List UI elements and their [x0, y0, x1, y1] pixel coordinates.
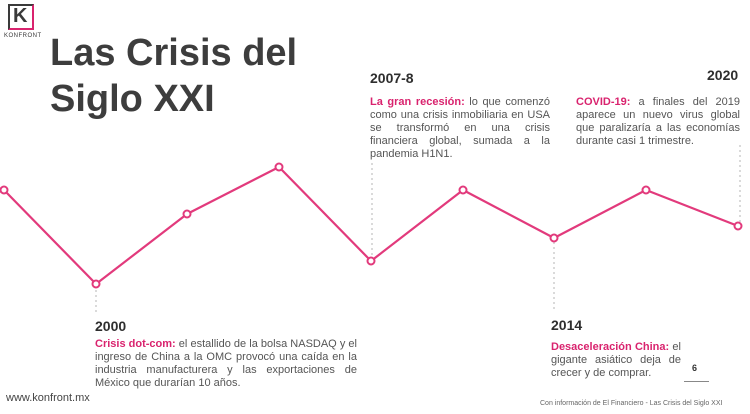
event-text: a finales del 2019 aparece un nuevo viru…: [576, 96, 740, 147]
event-text: el estallido de la bolsa NASDAQ y el ing…: [95, 338, 357, 389]
event-label: Desaceleración China:: [551, 341, 670, 353]
timeline-line: [3, 165, 739, 286]
timeline-point: [0, 185, 9, 195]
year-2014: 2014: [551, 317, 583, 333]
timeline-point: [91, 279, 101, 289]
year-2020: 2020: [707, 67, 739, 83]
event-text: lo que comenzó como una crisis inmobilia…: [370, 96, 550, 160]
timeline-point: [549, 233, 559, 243]
event-2007-8-description: La gran recesión: lo que comenzó como un…: [370, 96, 550, 161]
slide-title: Las Crisis del Siglo XXI: [50, 32, 298, 120]
timeline-point: [458, 185, 468, 195]
logo-wordmark: KONFRONT: [4, 33, 42, 39]
event-2020-description: COVID-19: a finales del 2019 aparece un …: [576, 96, 740, 148]
event-2014-description: Desaceleración China: el gigante asiátic…: [551, 341, 681, 380]
timeline-point: [366, 256, 376, 266]
event-2000-description: Crisis dot-com: el estallido de la bolsa…: [95, 338, 357, 390]
website-link[interactable]: www.konfront.mx: [6, 392, 90, 404]
logo-frame: [8, 4, 34, 30]
page-number-underline: [684, 381, 709, 382]
year-2007-8: 2007-8: [370, 70, 414, 86]
source-note: Con información de El Financiero - Las C…: [540, 400, 723, 407]
event-label: Crisis dot-com:: [95, 338, 176, 350]
event-text: el gigante asiático deja de crecer y de …: [551, 341, 681, 379]
timeline-point: [182, 209, 192, 219]
timeline-point: [641, 185, 651, 195]
logo-letter: K: [13, 5, 28, 27]
timeline-point: [274, 162, 284, 172]
page-number: 6: [692, 363, 698, 373]
event-label: COVID-19:: [576, 96, 631, 108]
timeline-point: [733, 221, 743, 231]
event-label: La gran recesión:: [370, 96, 465, 108]
konfront-logo: K KONFRONT: [4, 4, 42, 44]
year-2000: 2000: [95, 318, 127, 334]
